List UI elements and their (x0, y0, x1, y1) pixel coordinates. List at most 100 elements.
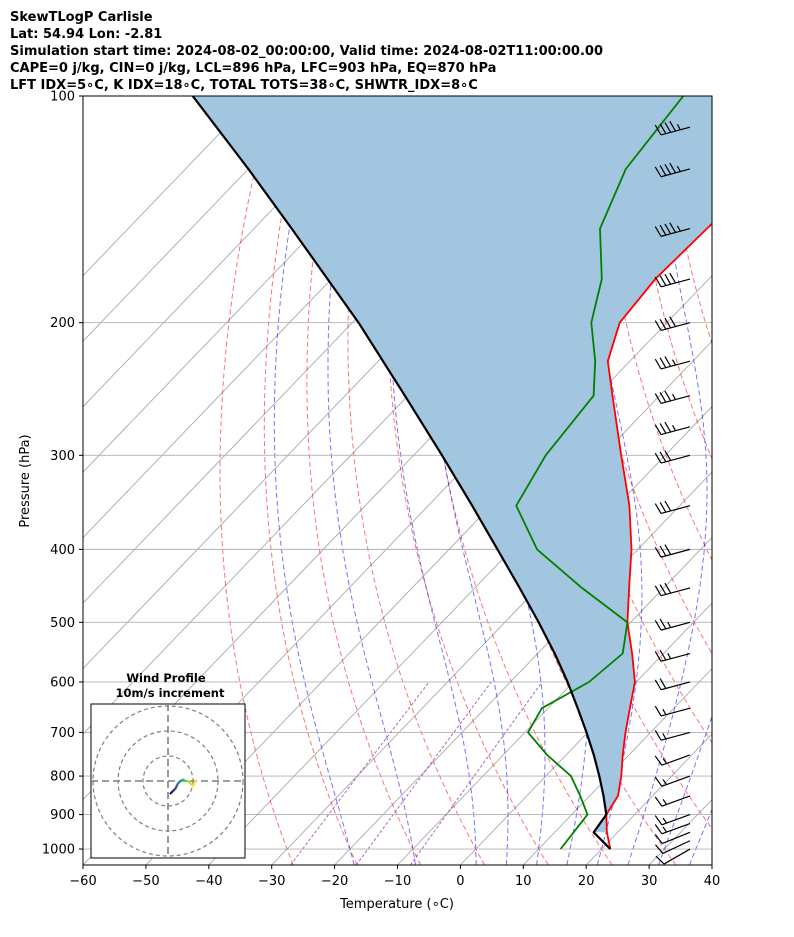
wind-barb (654, 272, 691, 288)
moist-adiabat-line (327, 96, 416, 865)
wind-barb-feather (654, 358, 662, 370)
dry-adiabat-line (263, 96, 358, 865)
wind-barb-feather (654, 730, 662, 741)
wind-barb-half-feather (671, 393, 677, 400)
isotherm-line (83, 96, 382, 408)
wind-barb (654, 390, 691, 405)
dry-adiabat-line (219, 96, 294, 865)
wind-barb (654, 450, 691, 464)
y-tick-label: 300 (50, 449, 75, 464)
wind-barb (654, 775, 691, 787)
x-tick-label: −60 (69, 874, 96, 889)
wind-barb (654, 840, 691, 854)
moist-adiabat-line (658, 714, 712, 865)
wind-barb-feather (664, 390, 672, 402)
wind-barb-half-feather (667, 653, 672, 659)
y-axis-ticks: 100 200 300 400 500 600 700 800 900 1000 (42, 90, 83, 858)
wind-barb-feather (664, 317, 672, 329)
wind-barb-feather (659, 584, 667, 595)
x-tick-label: 10 (515, 874, 532, 889)
wind-barb-feather (669, 120, 677, 132)
wind-barb-feather (664, 122, 672, 133)
isotherm-line (83, 96, 319, 342)
wind-barb (654, 618, 691, 631)
dry-adiabat-line (631, 96, 712, 460)
wind-barb-feather (659, 618, 667, 630)
cape-area (192, 96, 712, 833)
chart-title-line-4: CAPE=0 j/kg, CIN=0 j/kg, LCL=896 hPa, LF… (10, 61, 497, 76)
y-tick-label: 800 (50, 770, 75, 785)
wind-barb-staff (660, 652, 691, 662)
wind-barb-feather (664, 582, 672, 594)
wind-barb-feather (659, 502, 667, 513)
wind-barb-feather (654, 393, 662, 404)
y-tick-label: 100 (50, 90, 75, 105)
x-axis-label: Temperature (∘C) (339, 897, 454, 912)
wind-barb-staff (661, 754, 691, 766)
wind-barb-feather (654, 166, 662, 178)
moist-adiabat-line (273, 96, 355, 865)
profile-lines (191, 96, 712, 850)
wind-barb-feather (654, 776, 663, 787)
moist-adiabat-line (390, 96, 477, 865)
wind-barb-feather (654, 651, 662, 662)
hodograph-segment (191, 779, 197, 788)
wind-barb-staff (663, 848, 691, 865)
wind-barb-half-feather (662, 779, 668, 785)
x-tick-label: 30 (641, 874, 658, 889)
wind-barb-feather (654, 844, 664, 854)
wind-barb-half-feather (676, 124, 681, 131)
y-tick-label: 500 (50, 616, 75, 631)
wind-barb (654, 120, 691, 136)
wind-barb-feather (664, 223, 672, 235)
wind-barb (654, 162, 691, 178)
wind-barb-feather (659, 165, 667, 176)
wind-barb-feather (659, 451, 667, 463)
wind-barb-half-feather (671, 425, 677, 432)
isotherm-line (585, 733, 712, 865)
wind-barb-feather (664, 356, 672, 367)
moist-adiabat-line (627, 96, 708, 865)
wind-barb-half-feather (662, 826, 668, 833)
dry-adiabat-line (387, 96, 549, 865)
wind-barb-feather (654, 824, 663, 835)
wind-barb-feather (654, 815, 663, 826)
chart-title-block: SkewTLogP Carlisle Lat: 54.94 Lon: -2.81… (10, 9, 603, 94)
wind-barb-staff (662, 840, 691, 854)
isotherm-line (334, 471, 712, 865)
wind-barb-half-feather (662, 708, 667, 715)
x-tick-label: 0 (456, 874, 464, 889)
wind-barb-feather (654, 834, 663, 844)
isotherm-line (523, 667, 712, 865)
wind-barb-feather (654, 124, 662, 136)
x-tick-label: −10 (384, 874, 411, 889)
y-tick-label: 600 (50, 675, 75, 690)
wind-barb (654, 705, 691, 717)
wind-barb-feather (654, 619, 662, 631)
wind-barb-staff (661, 831, 691, 845)
wind-barb-feather (669, 162, 677, 174)
wind-barb-feather (669, 222, 677, 233)
moist-adiabat-line (580, 96, 643, 865)
dewpoint-profile-line (515, 96, 685, 850)
wind-barb-feather (659, 123, 667, 134)
hodograph (91, 704, 245, 858)
wind-barb-feather (654, 796, 663, 807)
wind-barb-feather (664, 164, 672, 175)
wind-barb-feather (654, 276, 662, 288)
wind-barb (654, 754, 691, 766)
wind-barb-feather (655, 855, 665, 865)
wind-barb (654, 582, 691, 597)
wind-barbs (654, 120, 691, 865)
mixing-ratio-line (355, 681, 492, 865)
wind-barb-feather (659, 357, 667, 368)
wind-barb-feather (654, 679, 662, 691)
mixing-ratio-line (290, 681, 430, 865)
inset-title-line-1: Wind Profile (126, 671, 206, 685)
wind-barb (655, 848, 691, 865)
x-tick-label: 40 (704, 874, 721, 889)
wind-barb-feather (659, 423, 667, 434)
isotherm-line (460, 602, 712, 865)
wind-barb (654, 500, 691, 515)
